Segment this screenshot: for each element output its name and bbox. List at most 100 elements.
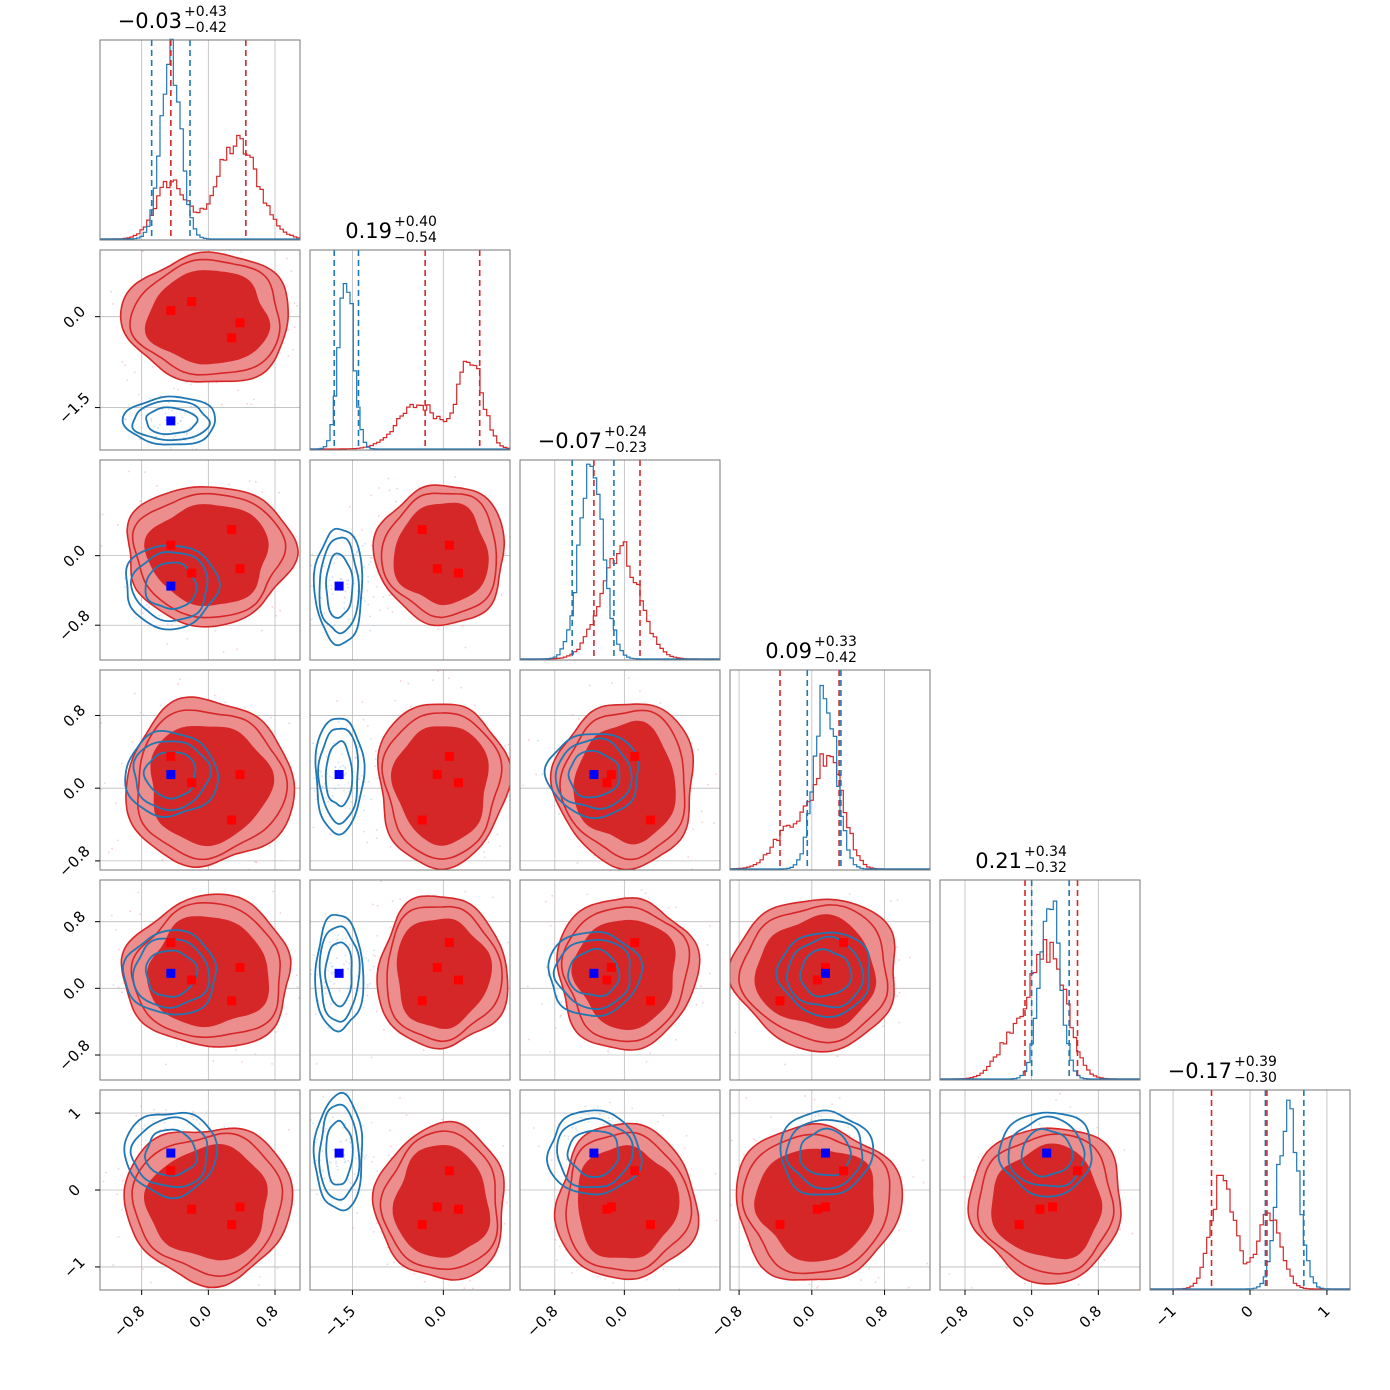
- blue-sample-dot: [177, 422, 179, 425]
- red-sample-dot: [407, 682, 410, 685]
- panel-title-lower: −0.42: [184, 20, 227, 36]
- blue-sample-dot: [312, 826, 315, 829]
- red-sample-dot: [199, 1299, 201, 1301]
- red-sample-dot: [554, 1027, 557, 1030]
- red-sample-dot: [366, 841, 369, 844]
- red-sample-dot: [158, 232, 160, 234]
- red-sample-dot: [492, 896, 494, 899]
- red-sample-dot: [401, 888, 403, 890]
- red-sample-dot: [209, 236, 211, 238]
- panel-title-upper: +0.24: [604, 424, 647, 440]
- red-sample-dot: [49, 907, 51, 909]
- blue-sample-dot: [366, 983, 369, 986]
- red-sample-dot: [166, 643, 169, 645]
- panel-frame: [99, 39, 301, 241]
- blue-sample-dot: [575, 1129, 578, 1132]
- blue-sample-dot: [337, 784, 340, 787]
- blue-sample-dot: [158, 614, 161, 617]
- red-mode-marker: [166, 938, 176, 947]
- blue-sample-dot: [312, 1122, 314, 1125]
- x-tick-label: 0.0: [602, 1302, 632, 1332]
- red-sample-dot: [110, 290, 113, 293]
- red-sample-dot: [721, 977, 723, 979]
- y-tick-label: −0.8: [55, 1036, 93, 1074]
- red-sample-dot: [260, 629, 263, 632]
- blue-sample-dot: [194, 408, 197, 411]
- panel-contents: [99, 452, 299, 653]
- blue-sample-dot: [162, 435, 165, 438]
- blue-sample-dot: [167, 408, 170, 411]
- diag-panel-5: [939, 879, 1141, 1081]
- red-sample-dot: [877, 1276, 880, 1279]
- panel-title-upper: +0.39: [1234, 1054, 1277, 1070]
- red-sample-dot: [464, 890, 467, 893]
- red-sample-dot: [770, 1116, 773, 1118]
- red-sample-dot: [667, 906, 670, 909]
- y-tick-label: −1: [60, 1253, 88, 1281]
- red-contour-inner: [150, 725, 275, 847]
- blue-sample-dot: [374, 750, 377, 753]
- blue-sample-dot: [290, 595, 292, 597]
- blue-contour-2: [130, 551, 209, 623]
- blue-sample-dot: [316, 973, 319, 976]
- red-sample-dot: [141, 1268, 144, 1271]
- red-sample-dot: [286, 257, 288, 260]
- blue-sample-dot: [324, 912, 327, 915]
- blue-sample-dot: [185, 433, 188, 436]
- red-sample-dot: [142, 714, 145, 716]
- blue-sample-dot: [169, 430, 172, 432]
- red-sample-dot: [571, 1271, 573, 1274]
- blue-sample-dot: [312, 742, 314, 745]
- red-sample-dot: [220, 403, 223, 406]
- blue-contour-3: [567, 749, 621, 799]
- blue-sample-dot: [317, 752, 319, 755]
- blue-sample-dot: [345, 579, 348, 582]
- blue-contour-3: [324, 740, 354, 808]
- red-sample-dot: [890, 900, 893, 902]
- red-sample-dot: [514, 914, 516, 916]
- red-sample-dot: [211, 457, 213, 459]
- red-sample-dot: [804, 1095, 806, 1097]
- red-sample-dot: [639, 690, 641, 693]
- red-sample-dot: [112, 1264, 115, 1266]
- blue-sample-dot: [181, 1128, 184, 1131]
- red-sample-dot: [235, 1049, 237, 1051]
- red-sample-dot: [391, 611, 394, 614]
- blue-sample-dot: [370, 544, 373, 547]
- red-sample-dot: [724, 945, 726, 947]
- blue-sample-dot: [184, 439, 187, 442]
- red-sample-dot: [700, 810, 703, 813]
- panel-contents: [927, 1092, 1134, 1289]
- red-sample-dot: [422, 1049, 425, 1052]
- blue-sample-dot: [333, 742, 335, 745]
- blue-sample-dot: [358, 989, 360, 992]
- red-sample-dot: [99, 452, 101, 454]
- blue-sample-dot: [372, 595, 375, 598]
- red-sample-dot: [662, 1268, 665, 1271]
- red-sample-dot: [907, 1286, 910, 1289]
- blue-sample-dot: [337, 761, 340, 764]
- red-sample-dot: [142, 612, 144, 615]
- red-sample-dot: [659, 702, 662, 704]
- blue-contour-3: [144, 561, 198, 610]
- red-sample-dot: [813, 1098, 816, 1101]
- blue-sample-dot: [321, 1150, 324, 1152]
- red-sample-dot: [683, 1147, 686, 1150]
- blue-sample-dot: [184, 412, 187, 414]
- blue-sample-dot: [362, 1125, 365, 1127]
- blue-sample-dot: [322, 1095, 325, 1098]
- blue-sample-dot: [344, 767, 347, 770]
- blue-sample-dot: [328, 941, 331, 944]
- blue-sample-dot: [339, 577, 342, 580]
- red-sample-dot: [838, 1097, 841, 1099]
- blue-sample-dot: [330, 588, 333, 590]
- red-sample-dot: [139, 500, 142, 502]
- red-sample-dot: [927, 1150, 929, 1152]
- red-sample-dot: [685, 1135, 688, 1137]
- red-sample-dot: [529, 557, 531, 559]
- blue-sample-dot: [351, 1166, 353, 1169]
- x-tick-label: 0.8: [862, 1302, 892, 1332]
- red-sample-dot: [707, 783, 710, 786]
- blue-sample-dot: [327, 969, 329, 972]
- red-sample-dot: [612, 1281, 615, 1284]
